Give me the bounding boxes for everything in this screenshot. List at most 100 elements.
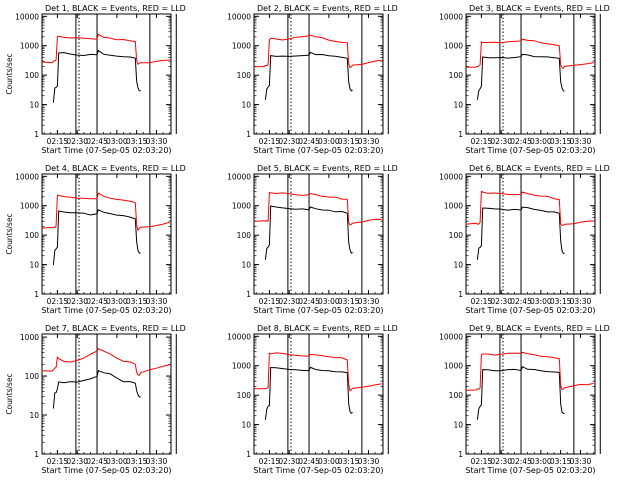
series-lld [41,192,170,232]
y-tick-label: 1000 [444,362,463,371]
series-lld [465,190,594,226]
y-tick-label: 100 [25,71,40,80]
x-tick-label: 03:15 [126,137,148,146]
y-axis-label: Counts/sec [5,373,14,414]
series-events [52,209,141,266]
x-tick-label: 03:00 [318,297,340,306]
x-axis-label: Start Time (07-Sep-05 02:03:20) [253,146,383,155]
y-tick-label: 1000 [232,362,251,371]
x-tick-label: 02:45 [510,297,532,306]
x-tick-label: 03:00 [318,457,340,466]
detector-plot-6: Det 6, BLACK = Events, RED = LLD 1 10 100 10… [439,164,610,315]
y-tick-label: 10000 [227,332,251,341]
y-tick-label: 1 [246,290,251,299]
x-tick-label: 02:30 [278,137,300,146]
x-tick-label: 03:00 [530,137,552,146]
detector-plot-1: Det 1, BLACK = Events, RED = LLD 1 10 100 10… [5,4,186,155]
x-axis-label: Start Time (07-Sep-05 02:03:20) [465,146,595,155]
y-tick-label: 10 [29,261,39,270]
y-tick-label: 1 [246,130,251,139]
detector-plot-2: Det 2, BLACK = Events, RED = LLD 1 10 100 10… [227,4,398,155]
plot-frame [253,13,384,135]
x-tick-label: 03:30 [358,297,380,306]
x-tick-label: 02:30 [490,137,512,146]
x-tick-label: 02:15 [47,137,69,146]
detector-plot-5: Det 5, BLACK = Events, RED = LLD 1 10 100 10… [227,164,398,315]
plot-frame [41,173,172,295]
x-tick-label: 03:30 [146,297,168,306]
x-tick-label: 02:45 [510,457,532,466]
y-tick-label: 10 [241,261,251,270]
series-lld [253,352,382,392]
y-tick-label: 100 [449,71,464,80]
y-tick-label: 10000 [439,12,463,21]
x-tick-label: 03:15 [126,297,148,306]
y-tick-label: 1 [34,290,39,299]
y-tick-label: 10 [453,101,463,110]
x-tick-label: 03:15 [338,457,360,466]
x-tick-label: 02:15 [471,297,493,306]
y-axis-label: Counts/sec [5,213,14,254]
plot-title: Det 8, BLACK = Events, RED = LLD [257,324,398,333]
x-axis-label: Start Time (07-Sep-05 02:03:20) [465,466,595,475]
plot-frame [253,173,384,295]
x-tick-label: 03:15 [550,457,572,466]
series-events [476,53,565,100]
x-tick-label: 02:30 [278,297,300,306]
y-tick-label: 10000 [227,172,251,181]
plot-frame [465,333,596,455]
plot-frame [465,13,596,135]
series-events [264,51,353,100]
y-tick-label: 1000 [20,202,39,211]
y-tick-label: 100 [237,391,252,400]
x-tick-label: 03:30 [146,457,168,466]
plot-title: Det 2, BLACK = Events, RED = LLD [257,4,398,13]
x-tick-label: 03:30 [358,457,380,466]
y-tick-label: 10 [29,411,39,420]
x-tick-label: 03:30 [570,457,592,466]
x-tick-label: 03:00 [318,137,340,146]
x-axis-label: Start Time (07-Sep-05 02:03:20) [253,466,383,475]
x-tick-label: 03:00 [530,297,552,306]
y-tick-label: 1000 [444,202,463,211]
plot-title: Det 9, BLACK = Events, RED = LLD [469,324,610,333]
x-tick-label: 03:15 [338,297,360,306]
y-tick-label: 10000 [439,172,463,181]
detector-plot-8: Det 8, BLACK = Events, RED = LLD 1 10 100 10… [227,324,398,475]
x-tick-label: 02:45 [298,457,320,466]
x-tick-label: 03:00 [106,457,128,466]
series-lld [253,191,382,226]
detector-plot-4: Det 4, BLACK = Events, RED = LLD 1 10 100 10… [5,164,186,315]
series-events [476,366,565,420]
x-tick-label: 03:00 [106,137,128,146]
y-tick-label: 10000 [15,12,39,21]
x-tick-label: 03:15 [550,297,572,306]
detector-plot-3: Det 3, BLACK = Events, RED = LLD 1 10 100 10… [439,4,610,155]
x-tick-label: 02:15 [47,457,69,466]
series-events [264,366,353,420]
x-axis-label: Start Time (07-Sep-05 02:03:20) [41,466,171,475]
plot-frame [41,13,172,135]
series-lld [253,34,382,69]
x-tick-label: 02:45 [510,137,532,146]
y-tick-label: 1 [34,130,39,139]
x-tick-label: 02:15 [259,137,281,146]
x-tick-label: 02:30 [490,297,512,306]
detector-plot-7: Det 7, BLACK = Events, RED = LLD 1 10 100 10… [5,324,186,475]
y-tick-label: 1 [458,130,463,139]
y-tick-label: 1000 [232,202,251,211]
x-tick-label: 02:15 [259,457,281,466]
x-tick-label: 02:45 [298,137,320,146]
x-tick-label: 02:45 [298,297,320,306]
x-tick-label: 02:45 [86,457,108,466]
plot-title: Det 6, BLACK = Events, RED = LLD [469,164,610,173]
plot-title: Det 4, BLACK = Events, RED = LLD [45,164,186,173]
y-axis-label: Counts/sec [5,53,14,94]
y-tick-label: 10000 [15,172,39,181]
series-events [264,205,353,260]
x-tick-label: 02:30 [490,457,512,466]
plot-title: Det 3, BLACK = Events, RED = LLD [469,4,610,13]
x-tick-label: 03:00 [106,297,128,306]
